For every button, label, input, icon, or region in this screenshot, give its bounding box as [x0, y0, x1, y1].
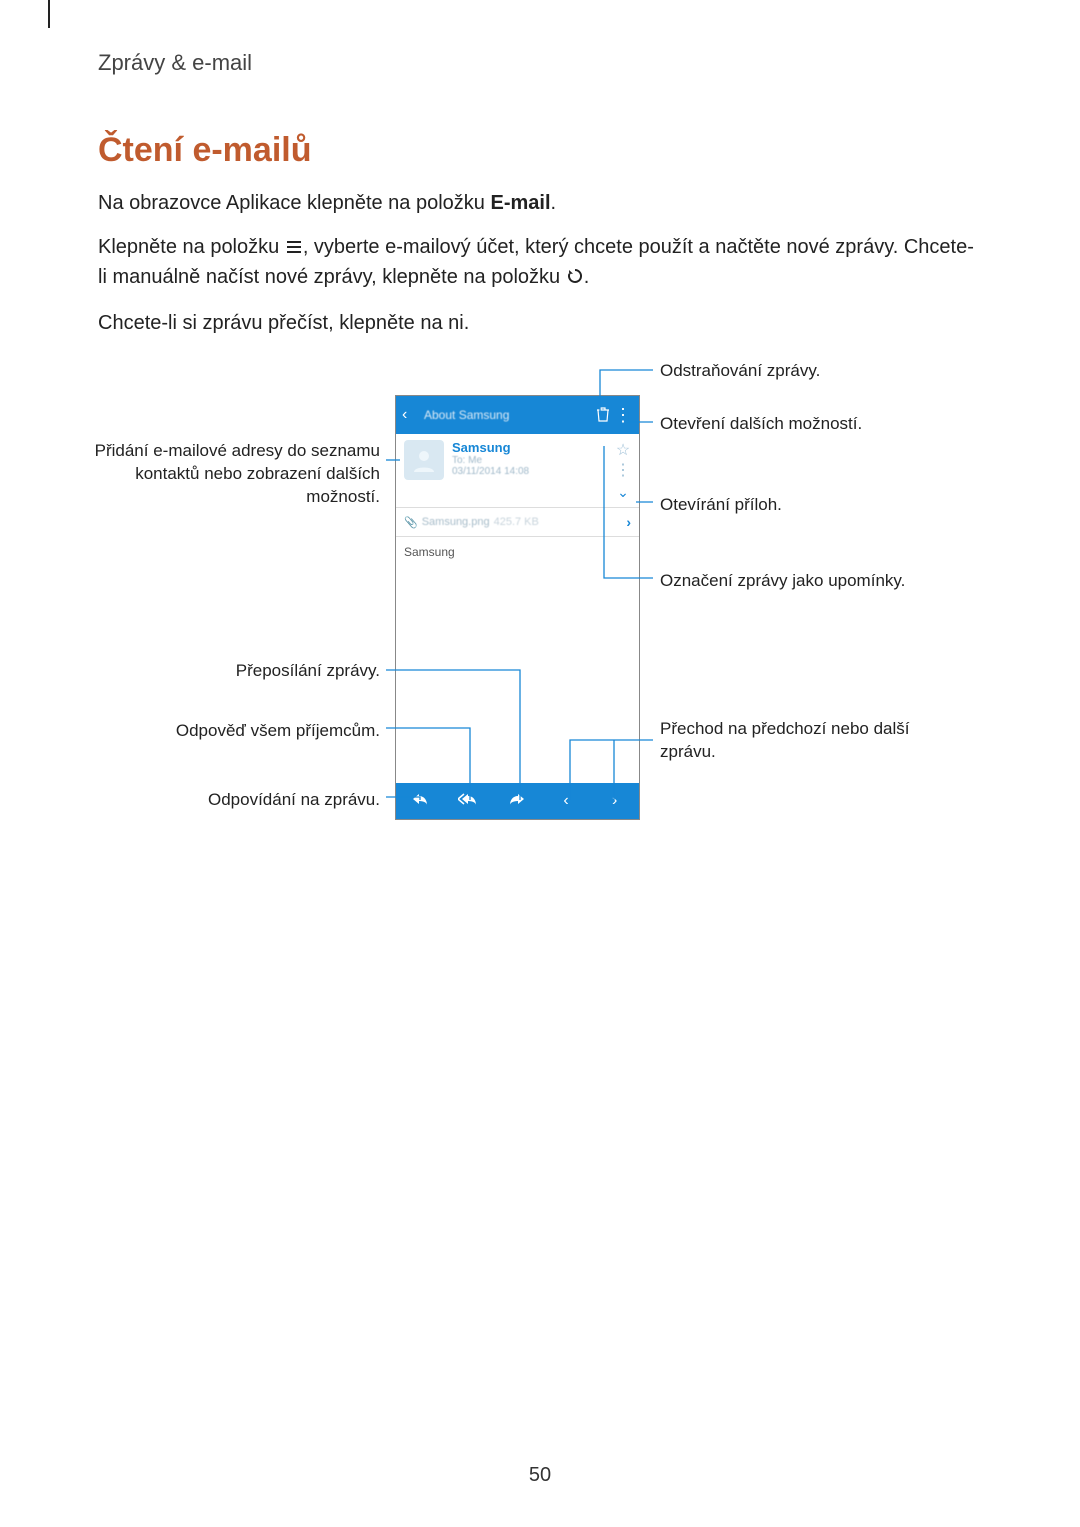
phone-frame: ‹ About Samsung ⋮ Samsung To: Me 03/11/2… [395, 395, 640, 820]
prev-message-icon[interactable]: ‹ [542, 792, 591, 810]
more-icon[interactable]: ⋮ [613, 408, 633, 422]
star-icon[interactable]: ☆ [616, 440, 630, 460]
callout-reply: Odpovídání na zprávu. [140, 789, 380, 812]
p1-pre: Na obrazovce Aplikace klepněte na položk… [98, 192, 490, 214]
email-subject: About Samsung [424, 408, 593, 422]
phone-screenshot: ‹ About Samsung ⋮ Samsung To: Me 03/11/2… [395, 395, 640, 820]
sender-avatar[interactable] [404, 440, 444, 480]
sender-name: Samsung [452, 440, 611, 455]
paragraph-3: Chcete-li si zprávu přečíst, klepněte na… [98, 308, 982, 338]
header-actions: ☆ ⋮ ⌄ [615, 440, 631, 501]
refresh-icon [566, 264, 584, 280]
message-header: Samsung To: Me 03/11/2014 14:08 ☆ ⋮ ⌄ [396, 434, 639, 508]
paragraph-1: Na obrazovce Aplikace klepněte na položk… [98, 188, 982, 218]
callout-prev-next: Přechod na předchozí nebo další zprávu. [660, 718, 920, 764]
paragraph-2: Klepněte na položku , vyberte e-mailový … [98, 232, 982, 292]
recipient-line: To: Me [452, 455, 611, 466]
p1-post: . [551, 192, 557, 214]
sender-block: Samsung To: Me 03/11/2014 14:08 [452, 440, 611, 477]
paperclip-icon: 📎 [404, 516, 418, 529]
page-number: 50 [48, 1464, 1032, 1487]
forward-icon[interactable] [493, 792, 542, 811]
p2-post: . [584, 266, 590, 288]
p2-pre: Klepněte na položku [98, 236, 285, 258]
callout-add-address: Přidání e-mailové adresy do seznamu kont… [70, 440, 380, 509]
callout-delete: Odstraňování zprávy. [660, 360, 820, 383]
date-line: 03/11/2014 14:08 [452, 466, 611, 477]
attachment-name: Samsung.png [422, 516, 490, 528]
callout-open-attach: Otevírání příloh. [660, 494, 782, 517]
callout-reply-all: Odpověď všem příjemcům. [130, 720, 380, 743]
expand-icon[interactable]: ⌄ [617, 484, 629, 501]
hamburger-icon [285, 234, 303, 250]
attachment-row: 📎 Samsung.png 425.7 KB › [396, 508, 639, 537]
p1-bold: E-mail [490, 192, 550, 214]
delete-icon[interactable] [593, 406, 613, 425]
callout-reminder: Označení zprávy jako upomínky. [660, 570, 905, 593]
message-body: Samsung [396, 537, 639, 783]
reply-all-icon[interactable] [445, 792, 494, 811]
phone-topbar: ‹ About Samsung ⋮ [396, 396, 639, 434]
open-attachment-icon[interactable]: › [626, 514, 631, 530]
running-header: Zprávy & e-mail [98, 50, 982, 76]
reply-icon[interactable] [396, 792, 445, 811]
attachment-size: 425.7 KB [494, 516, 539, 528]
callout-more: Otevření dalších možností. [660, 413, 862, 436]
back-icon[interactable]: ‹ [402, 406, 418, 424]
phone-bottombar: ‹ › [396, 783, 639, 819]
header-more-icon[interactable]: ⋮ [615, 466, 631, 476]
section-title: Čtení e-mailů [98, 131, 982, 170]
next-message-icon[interactable]: › [590, 792, 639, 810]
callout-forward: Přeposílání zprávy. [175, 660, 380, 683]
